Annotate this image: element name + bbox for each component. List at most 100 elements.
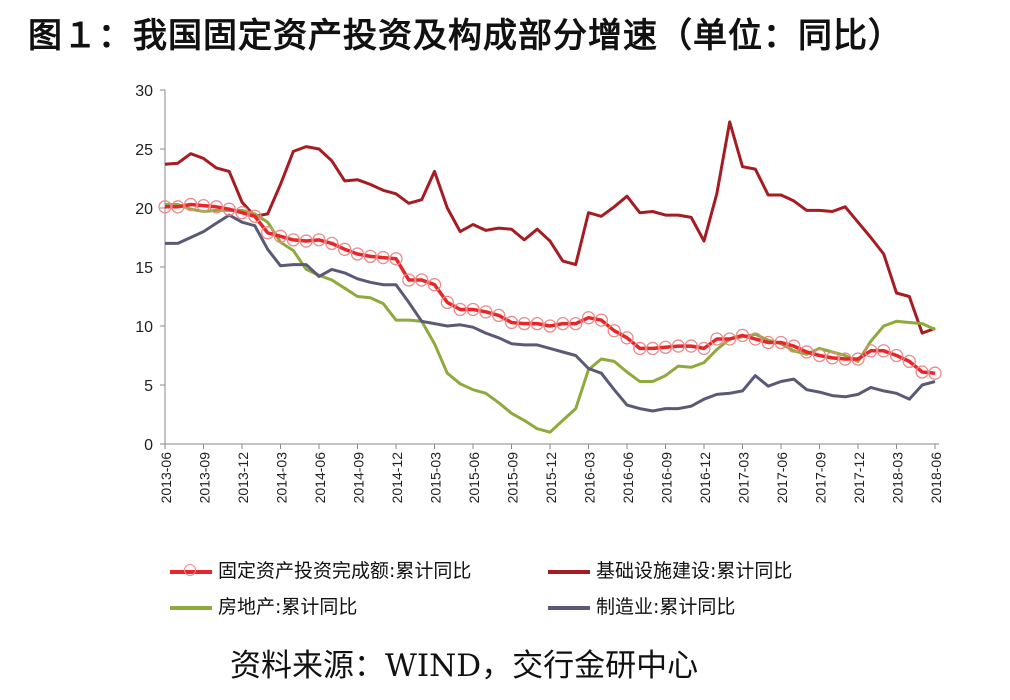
data-point xyxy=(825,351,839,365)
data-point xyxy=(363,249,377,264)
y-tick-label: 0 xyxy=(144,437,153,454)
data-point xyxy=(658,340,673,354)
data-point xyxy=(299,234,313,248)
x-tick-label: 2013-06 xyxy=(158,452,174,504)
series-line xyxy=(165,202,936,375)
data-point xyxy=(902,354,916,369)
data-point xyxy=(389,252,403,266)
data-point xyxy=(209,200,223,214)
data-point xyxy=(440,295,454,310)
data-point xyxy=(569,316,583,331)
x-tick-label: 2015-12 xyxy=(543,452,559,504)
x-tick-label: 2013-12 xyxy=(235,452,251,504)
data-point xyxy=(915,365,929,379)
x-tick-label: 2018-06 xyxy=(928,452,944,504)
data-point xyxy=(158,200,172,214)
data-point xyxy=(723,332,737,346)
data-point xyxy=(466,302,480,317)
x-tick-label: 2016-12 xyxy=(697,452,713,504)
data-point xyxy=(787,339,801,353)
legend-item: 制造业:累计同比 xyxy=(548,592,735,619)
chart-title: 图１：我国固定资产投资及构成部分增速（单位：同比） xyxy=(28,16,903,56)
data-point xyxy=(684,339,698,353)
data-point xyxy=(543,319,557,333)
data-point xyxy=(222,202,236,216)
x-tick-label: 2018-03 xyxy=(890,452,906,504)
chart-axes: 0 5 10 15 20 25 30 2013-06 2013-09 2013-12 2014-03… xyxy=(135,83,944,503)
x-tick-label: 2017-06 xyxy=(774,452,790,504)
data-point xyxy=(671,339,685,353)
x-tick-label: 2014-06 xyxy=(312,452,328,504)
data-point xyxy=(864,344,878,358)
data-point xyxy=(646,341,660,356)
y-tick-label: 20 xyxy=(135,201,153,218)
data-point xyxy=(838,352,852,366)
x-tick-label: 2016-03 xyxy=(582,452,598,504)
data-point xyxy=(889,348,904,363)
data-point xyxy=(492,308,506,323)
data-point xyxy=(273,229,288,243)
data-point xyxy=(171,200,185,214)
data-point xyxy=(774,335,788,350)
series-line xyxy=(164,120,936,335)
data-point xyxy=(415,273,429,287)
data-point xyxy=(427,278,442,292)
source-note: 资料来源：WIND，交行金研中心 xyxy=(230,648,699,684)
data-point xyxy=(338,242,352,256)
x-tick-label: 2014-09 xyxy=(351,452,367,504)
x-tick-label: 2013-09 xyxy=(197,452,213,504)
x-tick-label: 2015-06 xyxy=(466,452,482,504)
x-tick-label: 2016-09 xyxy=(659,452,675,504)
legend-item: 基础设施建设:累计同比 xyxy=(548,556,792,583)
data-point xyxy=(286,233,300,247)
data-point xyxy=(928,366,942,380)
x-tick-label: 2017-12 xyxy=(851,452,867,504)
y-tick-label: 25 xyxy=(135,142,153,159)
series-line xyxy=(165,203,936,434)
legend-label: 固定资产投资完成额:累计同比 xyxy=(218,560,472,582)
legend-label: 基础设施建设:累计同比 xyxy=(596,560,793,582)
y-tick-label: 30 xyxy=(135,83,153,100)
data-point xyxy=(312,233,326,247)
x-tick-label: 2015-03 xyxy=(428,452,444,504)
x-tick-label: 2017-03 xyxy=(736,452,752,504)
y-tick-label: 10 xyxy=(135,319,153,336)
data-point xyxy=(851,352,865,366)
y-tick-label: 15 xyxy=(135,260,153,277)
legend-label: 房地产:累计同比 xyxy=(218,596,358,618)
data-point xyxy=(248,209,262,223)
x-tick-label: 2016-06 xyxy=(620,452,636,504)
series-line xyxy=(165,213,936,413)
data-point xyxy=(761,335,775,350)
data-point xyxy=(735,328,750,343)
x-tick-label: 2017-09 xyxy=(813,452,829,504)
data-point xyxy=(196,198,211,213)
data-point xyxy=(402,273,416,287)
data-point xyxy=(633,341,647,356)
legend-swatch xyxy=(548,569,590,574)
data-point xyxy=(812,348,827,363)
data-point xyxy=(530,316,544,331)
legend-swatch xyxy=(170,605,212,610)
legend-marker-icon xyxy=(184,563,196,576)
data-point xyxy=(594,313,608,327)
y-tick-label: 5 xyxy=(144,378,153,395)
data-point xyxy=(607,324,621,338)
data-point xyxy=(235,206,249,220)
legend-swatch xyxy=(170,563,212,576)
data-point xyxy=(376,250,390,265)
data-point xyxy=(710,332,724,346)
legend-swatch xyxy=(548,605,590,610)
legend-item: 房地产:累计同比 xyxy=(170,592,357,619)
data-point xyxy=(620,331,634,345)
data-point xyxy=(184,197,198,212)
data-point xyxy=(504,315,519,330)
data-point xyxy=(261,226,275,240)
legend-item: 固定资产投资完成额:累计同比 xyxy=(170,556,471,583)
data-point xyxy=(556,316,570,331)
data-point xyxy=(748,332,762,346)
x-tick-label: 2014-12 xyxy=(389,452,405,504)
data-point xyxy=(581,311,596,325)
data-point xyxy=(517,316,531,331)
